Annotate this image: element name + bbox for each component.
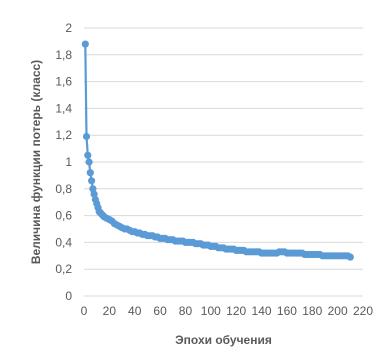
y-tick-label: 1,6 xyxy=(55,75,72,89)
x-tick-label: 140 xyxy=(252,304,272,318)
x-tick-label: 0 xyxy=(81,304,88,318)
data-point xyxy=(86,169,94,177)
y-tick-label: 0,6 xyxy=(55,209,72,223)
x-tick-label: 220 xyxy=(353,304,373,318)
x-tick-label: 200 xyxy=(328,304,348,318)
x-tick-label: 160 xyxy=(277,304,297,318)
gridlines xyxy=(84,27,363,297)
x-axis-ticks: 0 20 40 60 80 100 120 140 160 180 200 220 xyxy=(81,304,374,318)
y-tick-label: 1 xyxy=(65,155,72,169)
y-tick-label: 1,4 xyxy=(55,101,72,115)
x-tick-label: 100 xyxy=(201,304,221,318)
y-tick-label: 0,8 xyxy=(55,182,72,196)
x-tick-label: 20 xyxy=(103,304,117,318)
x-tick-label: 40 xyxy=(128,304,142,318)
x-tick-label: 80 xyxy=(179,304,193,318)
y-axis-ticks: 0 0,2 0,4 0,6 0,8 1 1,2 1,4 1,6 1,8 2 xyxy=(55,21,72,303)
x-axis-title: Эпохи обучения xyxy=(175,333,272,347)
y-tick-label: 1,8 xyxy=(55,48,72,62)
series-line xyxy=(84,44,351,259)
x-tick-label: 120 xyxy=(226,304,246,318)
y-tick-label: 2 xyxy=(65,21,72,35)
data-point xyxy=(89,185,97,193)
data-point xyxy=(84,151,92,159)
data-point xyxy=(82,132,91,141)
data-point xyxy=(81,40,89,48)
data-point xyxy=(88,177,96,185)
x-tick-label: 60 xyxy=(153,304,167,318)
y-tick-label: 1,2 xyxy=(55,128,72,142)
series-loss xyxy=(81,40,354,261)
y-tick-label: 0,4 xyxy=(55,235,72,249)
data-point xyxy=(346,253,354,261)
y-tick-label: 0,2 xyxy=(55,262,72,276)
x-tick-label: 180 xyxy=(302,304,322,318)
data-point xyxy=(85,158,93,166)
y-axis-title: Величина функции потерь (класс) xyxy=(29,60,43,264)
y-tick-label: 0 xyxy=(65,289,72,303)
